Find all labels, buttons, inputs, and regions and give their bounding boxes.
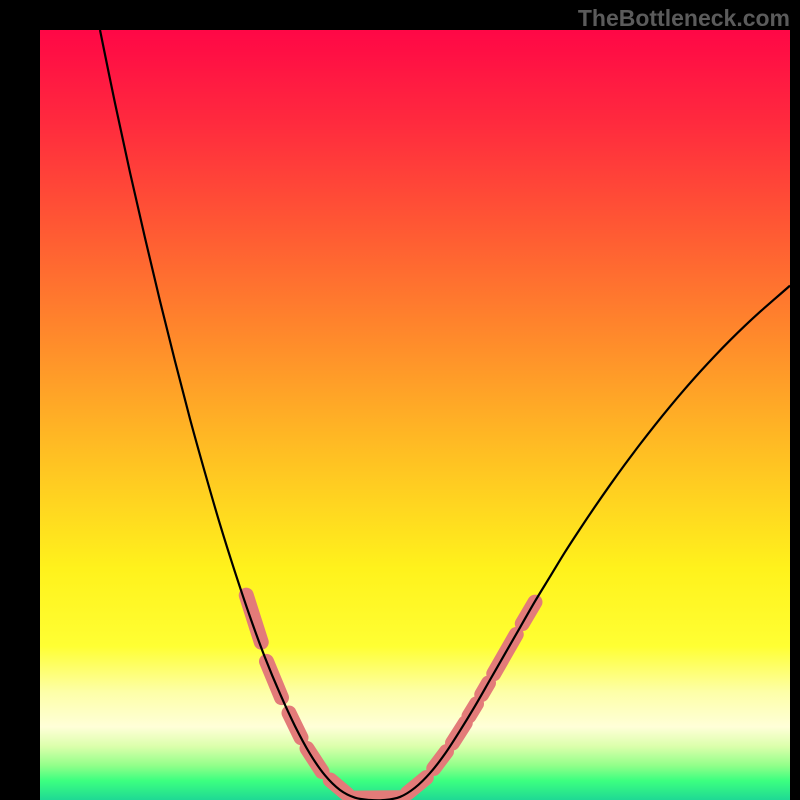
plot-background: [40, 30, 790, 800]
chart-frame: TheBottleneck.com: [0, 0, 800, 800]
chart-svg: [0, 0, 800, 800]
watermark-text: TheBottleneck.com: [578, 5, 790, 32]
